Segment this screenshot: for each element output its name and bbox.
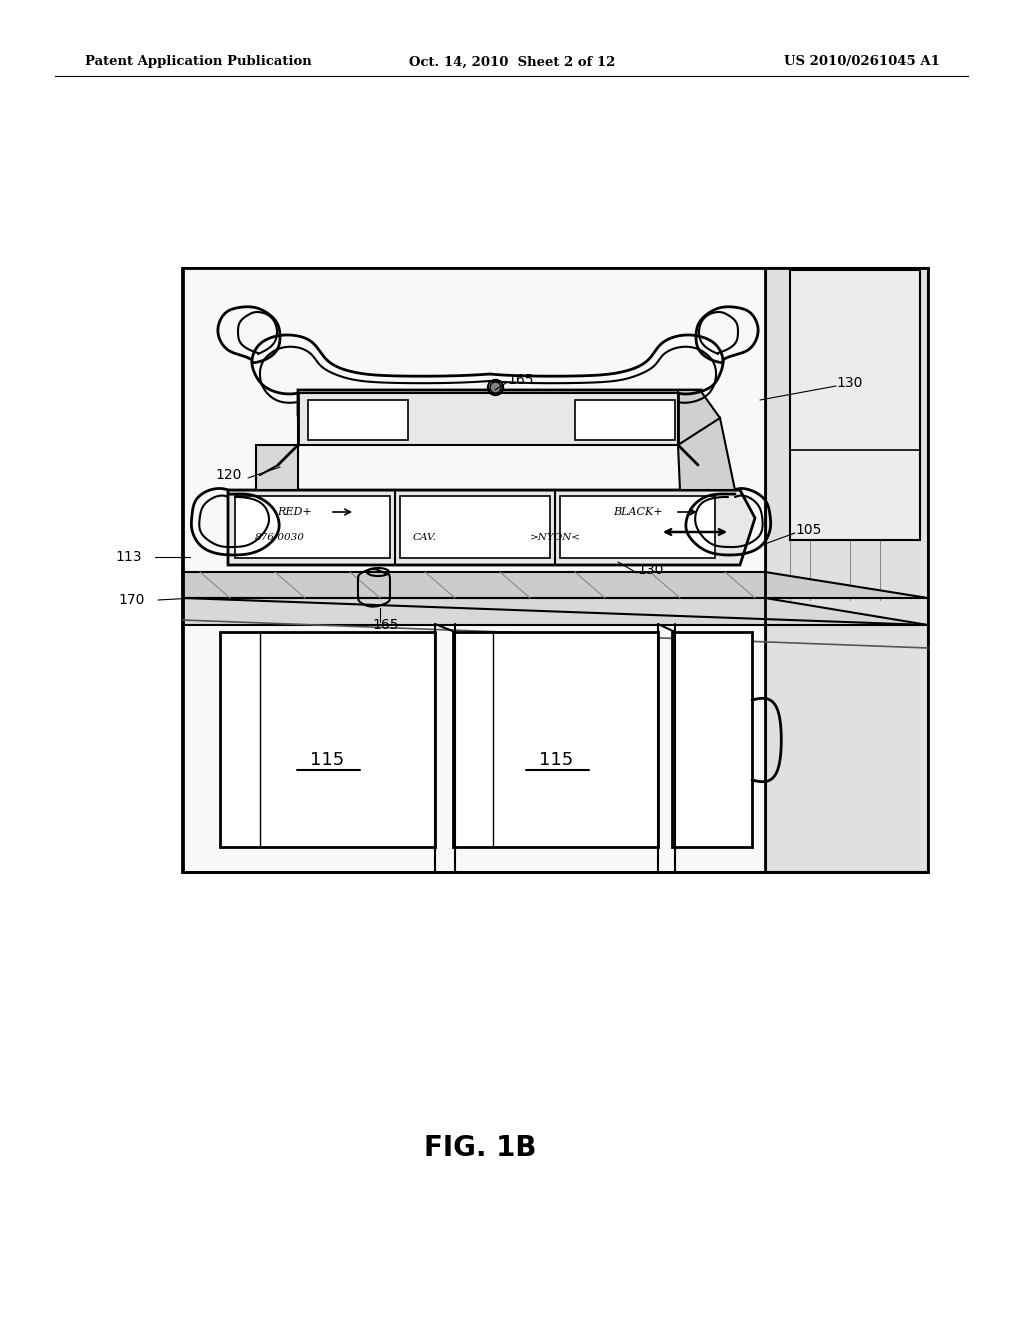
Bar — [308, 400, 408, 440]
Bar — [400, 496, 550, 558]
Text: 130: 130 — [637, 564, 664, 577]
Text: 120: 120 — [215, 469, 242, 482]
Bar — [298, 393, 678, 445]
Text: RED+: RED+ — [278, 507, 312, 517]
Text: 165: 165 — [507, 374, 534, 387]
Polygon shape — [183, 572, 928, 598]
Text: Oct. 14, 2010  Sheet 2 of 12: Oct. 14, 2010 Sheet 2 of 12 — [409, 55, 615, 69]
Bar — [575, 400, 675, 440]
Text: 876-0030: 876-0030 — [255, 533, 305, 543]
Bar — [220, 632, 435, 847]
Text: 170: 170 — [118, 593, 144, 607]
Text: 113: 113 — [115, 550, 141, 564]
Polygon shape — [766, 268, 928, 873]
Polygon shape — [678, 389, 720, 445]
Text: 115: 115 — [310, 751, 344, 770]
Bar — [790, 271, 920, 540]
Text: BLACK+: BLACK+ — [613, 507, 663, 517]
Text: US 2010/0261045 A1: US 2010/0261045 A1 — [784, 55, 940, 69]
Text: 105: 105 — [795, 523, 821, 537]
Text: >NYON<: >NYON< — [529, 533, 581, 543]
Bar — [234, 496, 390, 558]
Polygon shape — [256, 445, 298, 490]
Polygon shape — [678, 418, 735, 490]
Text: Patent Application Publication: Patent Application Publication — [85, 55, 311, 69]
Bar — [453, 632, 658, 847]
Text: 115: 115 — [539, 751, 573, 770]
Text: 165: 165 — [372, 618, 398, 632]
Bar — [183, 269, 927, 871]
Polygon shape — [228, 490, 755, 565]
Polygon shape — [183, 598, 928, 624]
Text: 130: 130 — [836, 376, 862, 389]
Bar — [560, 496, 715, 558]
Text: FIG. 1B: FIG. 1B — [424, 1134, 537, 1162]
Bar — [672, 632, 752, 847]
Text: CAV.: CAV. — [413, 533, 437, 543]
Bar — [182, 268, 928, 873]
Polygon shape — [298, 389, 700, 414]
